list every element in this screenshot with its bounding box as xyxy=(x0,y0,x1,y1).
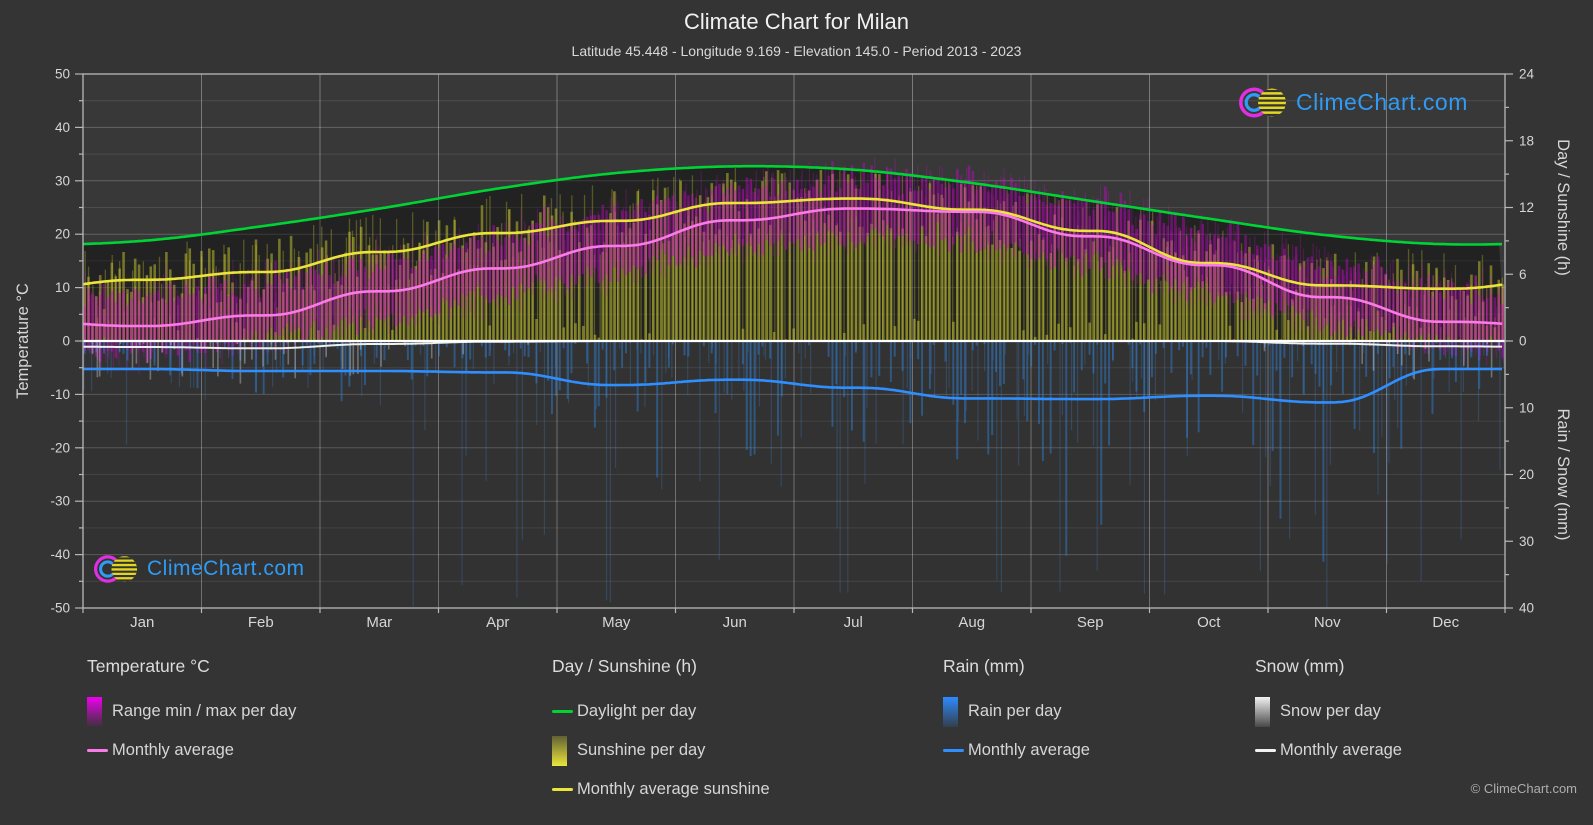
x-axis-month-label: Dec xyxy=(1432,614,1459,631)
temperature-tick-label: 50 xyxy=(55,67,70,82)
legend-item-label: Daylight per day xyxy=(577,702,697,720)
temperature-tick-label: 0 xyxy=(62,334,70,349)
day-sunshine-tick-label: 12 xyxy=(1519,200,1534,215)
legend-item-label: Sunshine per day xyxy=(577,741,706,759)
legend-item-label: Rain per day xyxy=(968,702,1062,720)
x-axis-month-label: Aug xyxy=(958,614,985,631)
legend-swatch-line xyxy=(943,749,964,752)
rain-snow-tick-label: 20 xyxy=(1519,467,1534,482)
x-axis-month-label: Sep xyxy=(1077,614,1104,631)
climechart-logo-icon xyxy=(1239,87,1286,118)
rain-snow-tick-label: 10 xyxy=(1519,400,1534,415)
x-axis-month-label: May xyxy=(602,614,631,631)
sunshine-per-day-bars xyxy=(83,170,1504,341)
day-sunshine-tick-label: 6 xyxy=(1519,267,1527,282)
legend-item-rain-avg: Monthly average xyxy=(943,731,1090,770)
temperature-tick-label: -50 xyxy=(50,601,70,616)
x-axis-month-label: Feb xyxy=(248,614,274,631)
legend-swatch-line xyxy=(552,788,573,791)
temperature-tick-label: -20 xyxy=(50,440,70,455)
legend-group-rain: Rain (mm) Rain per day Monthly average xyxy=(943,656,1090,770)
legend-item-label: Monthly average xyxy=(968,741,1090,759)
legend-group-day-sunshine: Day / Sunshine (h) Daylight per day Sunshi… xyxy=(552,656,770,809)
x-axis-month-label: Oct xyxy=(1197,614,1221,631)
temperature-tick-label: 30 xyxy=(55,173,70,188)
climechart-logo-text: ClimeChart.com xyxy=(1296,89,1468,115)
legend-item-sunshine-day: Sunshine per day xyxy=(552,731,770,770)
sunshine-per-day-bars-texture xyxy=(84,168,1503,341)
temperature-tick-label: -40 xyxy=(50,547,70,562)
legend-item-daylight: Daylight per day xyxy=(552,692,770,731)
daylight-line xyxy=(82,164,1503,246)
watermark-top: ClimeChart.com xyxy=(1237,84,1468,121)
temperature-tick-label: -10 xyxy=(50,387,70,402)
climechart-logo-icon xyxy=(94,555,138,583)
legend-item-temp-avg: Monthly average xyxy=(87,731,296,770)
legend-group-title: Snow (mm) xyxy=(1255,656,1345,676)
x-axis-month-label: Apr xyxy=(486,614,509,631)
x-axis-month-label: Nov xyxy=(1314,614,1341,631)
legend-swatch-gradient xyxy=(943,696,958,727)
monthly-average-rain-line xyxy=(83,367,1502,404)
day-sunshine-tick-label: 18 xyxy=(1519,133,1534,148)
legend-item-snow-day: Snow per day xyxy=(1255,692,1402,731)
axes: 50 40 30 20 10 0 -10 -20 -30 -40 -50 24 18 12 6 0 10 20 30… xyxy=(14,67,1572,632)
legend-item-snow-avg: Monthly average xyxy=(1255,731,1402,770)
climate-chart-plot: 50 40 30 20 10 0 -10 -20 -30 -40 -50 24 18 12 6 0 10 20 30… xyxy=(14,67,1572,632)
monthly-average-temperature-line xyxy=(82,207,1503,328)
rain-snow-tick-label: 40 xyxy=(1519,601,1534,616)
x-axis-month-label: Jul xyxy=(844,614,863,631)
temperature-tick-label: 20 xyxy=(55,227,70,242)
below-zero-shade xyxy=(83,341,1505,608)
chart-title: Climate Chart for Milan xyxy=(684,9,909,34)
x-axis-month-label: Jun xyxy=(723,614,747,631)
legend-item-label: Monthly average xyxy=(1280,741,1402,759)
monthly-average-sunshine-line xyxy=(82,197,1503,290)
legend-group-title: Temperature °C xyxy=(87,656,210,676)
copyright-note: © ClimeChart.com xyxy=(1470,781,1577,796)
legend-swatch-line xyxy=(552,710,573,713)
climechart-logo-text: ClimeChart.com xyxy=(147,557,305,580)
legend-swatch-line xyxy=(87,749,108,752)
temperature-tick-label: 40 xyxy=(55,120,70,135)
rain-snow-axis-title: Rain / Snow (mm) xyxy=(1554,408,1572,540)
day-sunshine-axis-title: Day / Sunshine (h) xyxy=(1554,139,1572,276)
temperature-tick-label: -30 xyxy=(50,494,70,509)
legend-swatch-gradient xyxy=(552,735,567,766)
legend-item-label: Range min / max per day xyxy=(112,702,297,720)
watermark-bottom: ClimeChart.com xyxy=(92,552,305,586)
legend-swatch-gradient xyxy=(87,696,102,727)
x-axis-month-label: Mar xyxy=(366,614,392,631)
legend-group-title: Rain (mm) xyxy=(943,656,1025,676)
legend-item-label: Monthly average xyxy=(112,741,234,759)
legend-item-temp-range: Range min / max per day xyxy=(87,692,296,731)
temperature-tick-label: 10 xyxy=(55,280,70,295)
day-sunshine-tick-label: 0 xyxy=(1519,334,1527,349)
temperature-axis-title: Temperature °C xyxy=(14,283,32,399)
rain-snow-tick-label: 30 xyxy=(1519,534,1534,549)
legend-item-rain-day: Rain per day xyxy=(943,692,1090,731)
legend-item-sunshine-avg: Monthly average sunshine xyxy=(552,770,770,809)
legend-swatch-line xyxy=(1255,749,1276,752)
chart-subtitle: Latitude 45.448 - Longitude 9.169 - Elev… xyxy=(571,43,1022,59)
legend-item-label: Snow per day xyxy=(1280,702,1381,720)
legend-group-title: Day / Sunshine (h) xyxy=(552,656,697,676)
x-axis-month-label: Jan xyxy=(130,614,154,631)
legend-group-temperature: Temperature °C Range min / max per day Mon… xyxy=(87,656,296,770)
legend-item-label: Monthly average sunshine xyxy=(577,780,770,798)
legend-group-snow: Snow (mm) Snow per day Monthly average xyxy=(1255,656,1402,770)
legend-swatch-gradient xyxy=(1255,696,1270,727)
temperature-range-bars xyxy=(83,161,1504,363)
day-sunshine-tick-label: 24 xyxy=(1519,67,1535,82)
